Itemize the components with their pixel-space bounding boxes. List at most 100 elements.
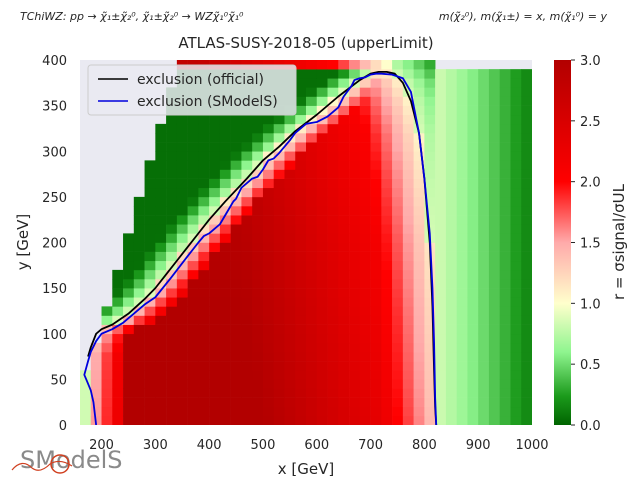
heatmap-cell — [488, 251, 501, 262]
heatmap-cell — [488, 397, 501, 408]
heatmap-cell — [219, 187, 231, 198]
heatmap-cell — [521, 352, 532, 362]
heatmap-cell — [456, 169, 468, 179]
heatmap-cell — [187, 379, 199, 389]
heatmap-cell — [316, 160, 328, 170]
heatmap-cell — [155, 151, 167, 161]
heatmap-cell — [456, 78, 468, 88]
heatmap-cell — [456, 260, 468, 271]
heatmap-cell — [370, 187, 382, 198]
heatmap-cell — [424, 333, 436, 344]
heatmap-cell — [316, 388, 328, 398]
heatmap-cell — [456, 96, 468, 106]
heatmap-cell — [381, 370, 393, 380]
heatmap-cell — [230, 196, 242, 207]
heatmap-cell — [252, 114, 264, 125]
heatmap-cell — [521, 96, 532, 106]
heatmap-cell — [445, 315, 457, 325]
heatmap-cell — [370, 388, 382, 398]
heatmap-cell — [144, 269, 156, 280]
heatmap-cell — [359, 151, 371, 161]
heatmap-cell — [90, 361, 102, 371]
heatmap-cell — [402, 388, 414, 398]
heatmap-cell — [133, 297, 145, 307]
heatmap-cell — [349, 415, 361, 425]
heatmap-cell — [123, 388, 135, 398]
heatmap-cell — [424, 187, 436, 198]
heatmap-cell — [467, 342, 479, 353]
heatmap-cell — [252, 297, 264, 307]
heatmap-cell — [510, 114, 522, 125]
heatmap-cell — [209, 142, 221, 152]
heatmap-cell — [101, 388, 113, 398]
heatmap-cell — [499, 279, 511, 289]
heatmap-cell — [381, 379, 393, 389]
heatmap-cell — [413, 242, 425, 252]
heatmap-cell — [316, 324, 328, 335]
heatmap-cell — [306, 69, 318, 79]
heatmap-cell — [370, 206, 382, 216]
heatmap-cell — [316, 60, 328, 70]
heatmap-cell — [230, 297, 242, 307]
heatmap-cell — [478, 160, 490, 170]
heatmap-cell — [262, 260, 275, 271]
heatmap-cell — [306, 60, 318, 70]
heatmap-cell — [166, 206, 178, 216]
heatmap-cell — [241, 251, 253, 262]
heatmap-cell — [144, 215, 156, 225]
heatmap-cell — [241, 370, 253, 380]
heatmap-cell — [187, 269, 199, 280]
heatmap-cell — [510, 169, 522, 179]
heatmap-cell — [381, 60, 393, 70]
heatmap-cell — [219, 315, 231, 325]
heatmap-cell — [510, 324, 522, 335]
heatmap-cell — [123, 415, 135, 425]
heatmap-cell — [349, 342, 361, 353]
heatmap-cell — [133, 342, 145, 353]
heatmap-cell — [295, 178, 307, 189]
heatmap-cell — [316, 406, 328, 417]
heatmap-cell — [166, 187, 178, 198]
heatmap-cell — [155, 297, 167, 307]
heatmap-cell — [521, 297, 532, 307]
heatmap-cell — [392, 242, 404, 252]
heatmap-cell — [392, 178, 404, 189]
heatmap-cell — [262, 333, 275, 344]
heatmap-cell — [349, 269, 361, 280]
heatmap-cell — [467, 260, 479, 271]
heatmap-cell — [445, 379, 457, 389]
heatmap-cell — [392, 196, 404, 207]
heatmap-cell — [316, 397, 328, 408]
heatmap-cell — [176, 397, 188, 408]
heatmap-cell — [316, 379, 328, 389]
heatmap-cell — [392, 297, 404, 307]
heatmap-cell — [510, 251, 522, 262]
heatmap-cell — [273, 187, 285, 198]
heatmap-cell — [381, 123, 393, 134]
heatmap-cell — [198, 361, 210, 371]
heatmap-cell — [155, 123, 167, 134]
heatmap-cell — [273, 397, 285, 408]
heatmap-cell — [392, 169, 404, 179]
heatmap-cell — [101, 342, 113, 353]
heatmap-cell — [402, 361, 414, 371]
heatmap-cell — [402, 352, 414, 362]
heatmap-cell — [187, 123, 199, 134]
heatmap-cell — [521, 342, 532, 353]
heatmap-cell — [478, 215, 490, 225]
heatmap-cell — [209, 324, 221, 335]
x-tick-label: 300 — [143, 438, 168, 453]
heatmap-cell — [327, 123, 339, 134]
heatmap-cell — [144, 388, 156, 398]
heatmap-cell — [478, 224, 490, 234]
heatmap-cell — [144, 297, 156, 307]
heatmap-cell — [316, 269, 328, 280]
heatmap-cell — [133, 406, 145, 417]
heatmap-cell — [445, 160, 457, 170]
heatmap-cell — [198, 178, 210, 189]
heatmap-cell — [510, 288, 522, 298]
heatmap-cell — [424, 105, 436, 116]
heatmap-cell — [488, 105, 501, 116]
heatmap-cell — [478, 142, 490, 152]
heatmap-cell — [510, 406, 522, 417]
